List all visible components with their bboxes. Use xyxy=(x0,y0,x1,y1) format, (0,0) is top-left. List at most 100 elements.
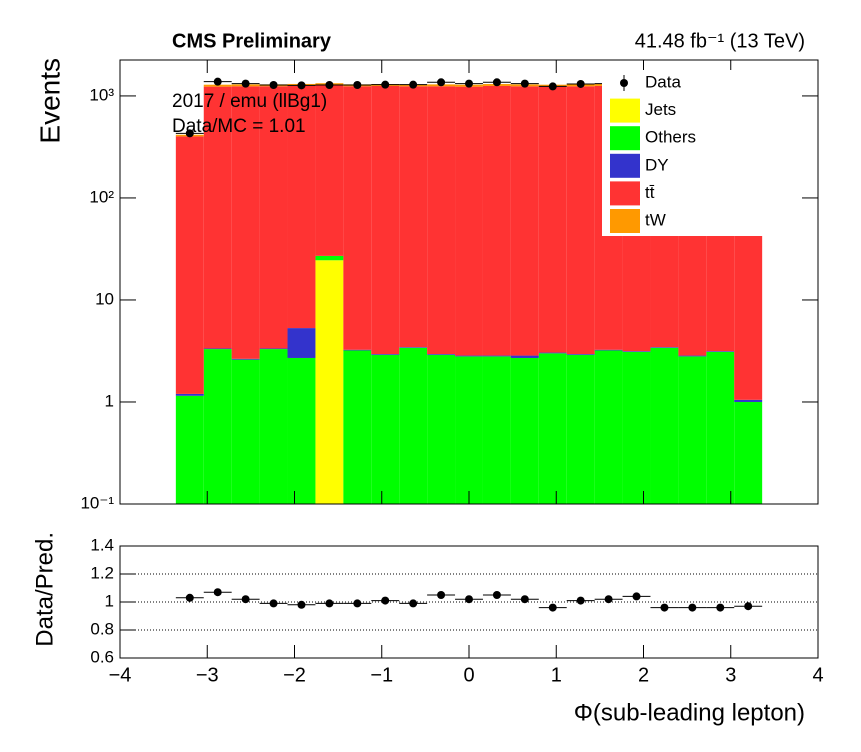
stack-segment xyxy=(175,393,204,396)
y-tick-label: 0.6 xyxy=(90,647,114,666)
stack-segment xyxy=(566,86,595,355)
stack-segment xyxy=(203,86,232,349)
legend-marker xyxy=(620,79,628,87)
stack-segment xyxy=(706,351,735,504)
stack-segment xyxy=(231,358,260,360)
luminosity-label: 41.48 fb⁻¹ (13 TeV) xyxy=(635,30,805,52)
stack-segment xyxy=(455,355,483,357)
stack-segment xyxy=(399,86,428,348)
ratio-point xyxy=(297,600,306,609)
y-tick-label: 10² xyxy=(89,187,114,206)
ratio-point xyxy=(213,588,222,597)
stack-segment xyxy=(594,350,623,504)
y-tick-label: 10 xyxy=(95,289,114,308)
stack-segment xyxy=(259,349,288,504)
data-point xyxy=(325,80,334,89)
y-axis-label: Events xyxy=(34,58,65,144)
x-tick-label: 2 xyxy=(638,664,649,686)
data-point xyxy=(213,77,222,86)
stack-segment xyxy=(259,348,288,350)
stack-segment xyxy=(594,349,623,351)
x-tick-label: −2 xyxy=(283,664,306,686)
stack-segment xyxy=(203,349,232,504)
stack-segment xyxy=(399,347,428,348)
y-tick-label: 1.2 xyxy=(90,563,114,582)
y-tick-label: 1 xyxy=(105,391,114,410)
ratio-point xyxy=(381,596,390,605)
y-tick-label: 10³ xyxy=(89,85,114,104)
data-point xyxy=(520,79,529,88)
annotation: 2017 / emu (llBg1) xyxy=(172,91,327,112)
stack-segment xyxy=(734,399,763,402)
stack-segment xyxy=(538,86,567,353)
stack-segment xyxy=(371,354,400,355)
y-tick-label: 1.4 xyxy=(90,535,114,554)
stack-segment xyxy=(734,401,763,504)
stack-segment xyxy=(482,85,511,356)
stack-segment xyxy=(510,355,539,358)
x-tick-label: 4 xyxy=(812,664,823,686)
data-point xyxy=(297,81,306,90)
plot-frame xyxy=(119,59,819,505)
stack-segment xyxy=(566,354,595,355)
data-point xyxy=(381,80,390,89)
stack-segment xyxy=(343,86,372,350)
ratio-point xyxy=(409,599,418,608)
stack-segment xyxy=(203,348,232,350)
legend-label: tt̄ xyxy=(645,183,655,202)
stack-segment xyxy=(175,136,204,394)
stack-segment xyxy=(371,85,400,355)
legend-swatch xyxy=(610,126,640,151)
x-tick-label: 3 xyxy=(725,664,736,686)
stack-segment xyxy=(287,328,316,358)
legend-label: tW xyxy=(645,210,666,229)
data-point xyxy=(269,80,278,89)
stack-segment xyxy=(482,356,511,504)
chart-title: CMS Preliminary xyxy=(172,30,332,52)
ratio-point xyxy=(492,591,501,599)
x-tick-label: 1 xyxy=(551,664,562,686)
stack-segment xyxy=(566,354,595,504)
ratio-point xyxy=(185,593,194,602)
y-tick-label: 1 xyxy=(105,591,114,610)
ratio-point xyxy=(548,603,557,612)
data-point xyxy=(576,79,585,88)
stack-segment xyxy=(315,255,344,261)
stack-segment xyxy=(455,86,483,356)
stack-segment xyxy=(510,86,539,356)
stack-segment xyxy=(706,351,735,352)
x-tick-label: −4 xyxy=(109,664,132,686)
data-point xyxy=(548,82,557,91)
stack-segment xyxy=(259,86,288,349)
legend-label: Jets xyxy=(645,100,676,119)
data-point xyxy=(409,80,418,89)
stack-segment xyxy=(343,349,372,351)
stack-segment xyxy=(371,354,400,504)
data-point xyxy=(185,129,194,138)
ratio-point xyxy=(520,595,529,604)
ratio-point xyxy=(465,595,473,604)
ratio-point xyxy=(716,603,725,612)
ratio-point xyxy=(437,591,446,599)
legend-swatch xyxy=(610,209,640,233)
x-tick-label: 0 xyxy=(463,664,474,686)
stack-segment xyxy=(538,353,567,504)
stack-segment xyxy=(427,354,456,504)
stack-segment xyxy=(538,352,567,354)
ratio-point xyxy=(660,603,669,612)
ratio-point xyxy=(576,596,585,605)
x-tick-label: −3 xyxy=(196,664,219,686)
y-tick-label: 10⁻¹ xyxy=(80,493,114,512)
legend-swatch xyxy=(610,181,640,206)
annotation: Data/MC = 1.01 xyxy=(172,116,306,137)
stack-segment xyxy=(315,260,344,504)
stack-segment xyxy=(231,86,260,359)
ratio-point xyxy=(604,595,613,604)
ratio-y-axis-label: Data/Pred. xyxy=(31,532,58,647)
legend-label: Others xyxy=(645,128,696,147)
y-tick-label: 0.8 xyxy=(90,619,114,638)
stack-segment xyxy=(231,359,260,504)
x-tick-label: −1 xyxy=(370,664,393,686)
ratio-point xyxy=(744,602,753,611)
